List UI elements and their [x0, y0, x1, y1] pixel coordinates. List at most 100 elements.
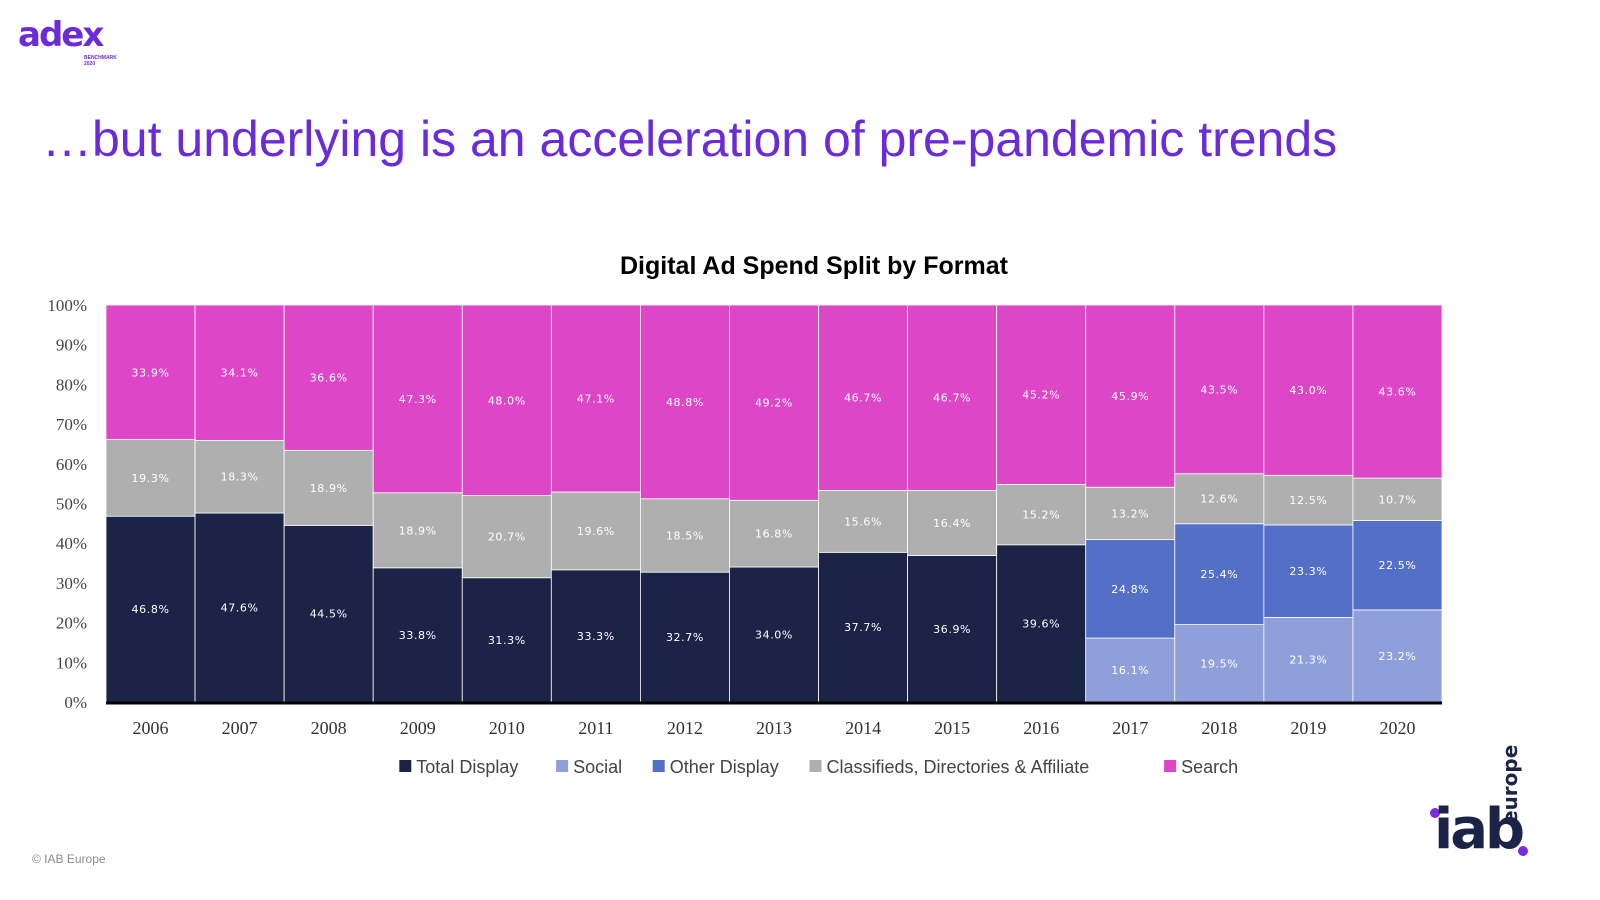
bar-segment [907, 304, 998, 491]
x-tick-label: 2012 [667, 718, 703, 738]
y-tick-label: 40% [56, 534, 87, 553]
legend-label: Search [1181, 757, 1238, 777]
bar-segment [372, 492, 463, 569]
data-label: 48.0% [488, 394, 526, 407]
y-tick-label: 100% [47, 296, 87, 315]
data-label: 16.4% [933, 517, 971, 530]
bar-segment [1174, 523, 1265, 625]
copyright-notice: © IAB Europe [32, 852, 106, 866]
bar-segment [996, 304, 1087, 485]
data-label: 19.3% [132, 472, 170, 485]
bar-segment [640, 304, 730, 500]
x-tick-label: 2010 [489, 718, 525, 738]
iab-logo-dot2-icon [1518, 846, 1528, 856]
data-label: 15.6% [844, 515, 882, 528]
bar-segment [640, 498, 730, 573]
bar-segment [105, 304, 196, 440]
data-label: 10.7% [1378, 493, 1416, 506]
legend-swatch [1164, 760, 1177, 772]
y-tick-label: 80% [56, 375, 87, 394]
bar-segment [1263, 304, 1354, 476]
x-tick-label: 2014 [845, 718, 881, 738]
data-label: 34.0% [755, 629, 793, 642]
data-label: 33.3% [577, 630, 615, 643]
data-label: 18.9% [310, 482, 348, 495]
data-label: 47.3% [399, 393, 437, 406]
iab-logo-dot-icon [1430, 808, 1440, 818]
data-label: 32.7% [666, 631, 704, 644]
data-label: 24.8% [1111, 583, 1149, 596]
bar-segment [1085, 486, 1176, 541]
data-label: 33.9% [132, 366, 170, 379]
x-tick-label: 2008 [311, 718, 347, 738]
legend-label: Total Display [416, 757, 518, 777]
page-title: …but underlying is an acceleration of pr… [42, 111, 1338, 167]
data-label: 12.6% [1200, 493, 1238, 506]
bar-segment [194, 304, 285, 441]
data-label: 22.5% [1378, 559, 1416, 572]
data-label: 36.6% [310, 372, 348, 385]
bar-segment [194, 439, 285, 514]
bar-segment [1352, 609, 1443, 703]
data-label: 21.3% [1289, 654, 1327, 667]
bar-segment [1085, 539, 1176, 639]
data-label: 37.7% [844, 621, 882, 634]
x-tick-label: 2019 [1290, 718, 1326, 738]
bar-segment [461, 577, 552, 703]
bar-segment [1263, 524, 1354, 618]
legend-label: Other Display [670, 757, 779, 777]
data-label: 43.0% [1289, 384, 1327, 397]
x-tick-label: 2009 [400, 718, 436, 738]
adex-logo: adex BENCHMARK 2020 [18, 18, 138, 74]
bar-segment [550, 491, 641, 571]
x-tick-label: 2017 [1112, 718, 1148, 738]
bar-segment [818, 551, 908, 703]
chart-title: Digital Ad Spend Split by Format [620, 252, 1009, 280]
y-tick-label: 30% [56, 574, 87, 593]
y-tick-label: 50% [56, 495, 87, 514]
data-label: 46.7% [933, 392, 971, 405]
bar-segment [283, 449, 374, 526]
data-label: 46.8% [132, 603, 170, 616]
adex-logo-subtitle: BENCHMARK 2020 [84, 55, 117, 67]
legend-label: Classifieds, Directories & Affiliate [827, 757, 1090, 777]
x-tick-label: 2015 [934, 718, 970, 738]
x-tick-label: 2011 [578, 718, 613, 738]
bar-segment [194, 512, 285, 703]
iab-logo-subtitle: europe [1498, 744, 1522, 824]
data-label: 43.6% [1378, 386, 1416, 399]
x-tick-label: 2007 [222, 718, 258, 738]
y-tick-label: 70% [56, 415, 87, 434]
x-tick-label: 2006 [133, 718, 169, 738]
data-label: 33.8% [399, 629, 437, 642]
data-label: 19.5% [1200, 657, 1238, 670]
bar-segment [1174, 473, 1265, 525]
data-label: 34.1% [221, 367, 259, 380]
data-label: 23.3% [1289, 565, 1327, 578]
bar-segment [372, 567, 463, 703]
bar-segment [907, 555, 998, 703]
bar-segment [550, 569, 641, 703]
x-tick-label: 2018 [1201, 718, 1237, 738]
legend-swatch [556, 760, 569, 772]
bar-segment [1085, 304, 1176, 488]
data-label: 43.5% [1200, 383, 1238, 396]
data-label: 44.5% [310, 608, 348, 621]
data-label: 45.9% [1111, 390, 1149, 403]
iab-logo-text: iab [1434, 797, 1525, 862]
y-tick-label: 60% [56, 455, 87, 474]
bar-segment [372, 304, 463, 494]
y-tick-label: 90% [56, 336, 87, 355]
data-label: 12.5% [1289, 494, 1327, 507]
bar-segment [1263, 617, 1354, 703]
bar-segment [1085, 637, 1176, 703]
data-label: 20.7% [488, 531, 526, 544]
adex-logo-text: adex [18, 15, 104, 55]
bar-segment [818, 304, 908, 491]
bar-segment [283, 524, 374, 703]
data-label: 45.2% [1022, 389, 1060, 402]
x-tick-label: 2016 [1023, 718, 1059, 738]
bar-segment [105, 439, 196, 517]
data-label: 16.1% [1111, 664, 1149, 677]
